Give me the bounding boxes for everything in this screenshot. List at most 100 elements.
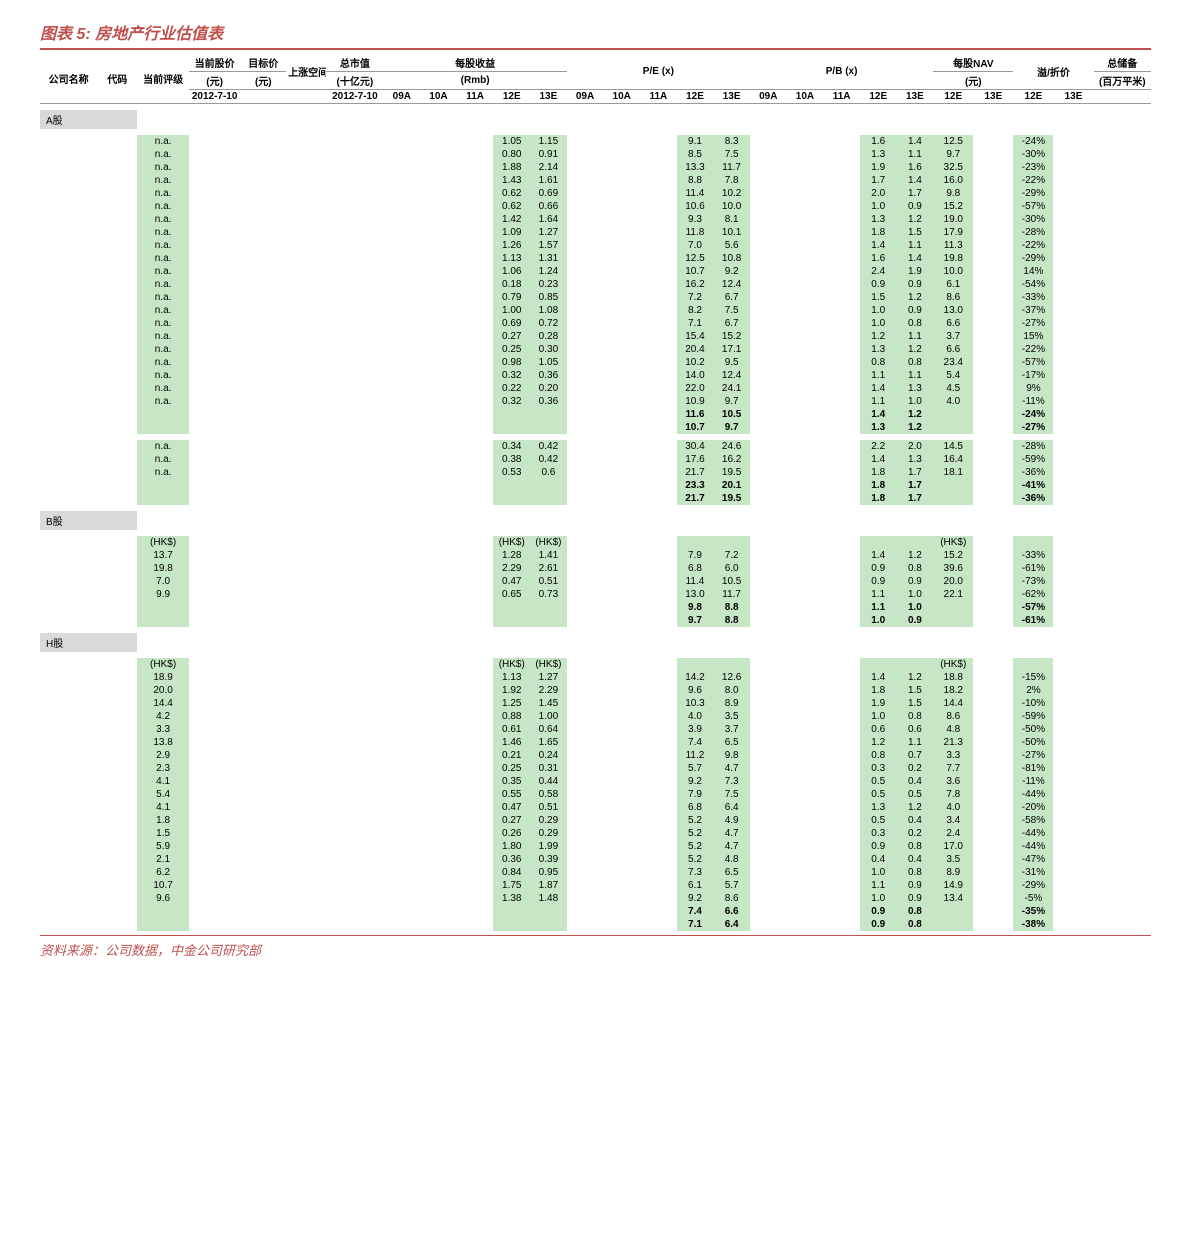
cell [240, 814, 286, 827]
cell [1053, 492, 1093, 505]
cell [286, 239, 326, 252]
cell: 0.3 [860, 762, 897, 775]
cell [97, 408, 137, 421]
cell [286, 749, 326, 762]
cell: 6.8 [677, 562, 714, 575]
cell: 7.3 [677, 866, 714, 879]
cell [750, 866, 787, 879]
cell [603, 265, 640, 278]
cell [384, 317, 421, 330]
cell [1094, 479, 1151, 492]
cell [823, 762, 860, 775]
cell [1053, 549, 1093, 562]
cell [384, 814, 421, 827]
table-row: n.a.1.131.3112.510.81.61.419.8-29% [40, 252, 1151, 265]
cell [40, 213, 97, 226]
cell [189, 658, 241, 671]
table-row: 7.00.470.5111.410.50.90.920.0-73% [40, 575, 1151, 588]
cell [530, 421, 567, 434]
cell: 14.5 [933, 440, 973, 453]
cell [137, 479, 189, 492]
cell [750, 671, 787, 684]
h-09a: 09A [384, 90, 421, 104]
cell: 2.4 [933, 827, 973, 840]
cell [189, 762, 241, 775]
cell: 4.0 [677, 710, 714, 723]
cell [567, 421, 604, 434]
table-row: 1.50.260.295.24.70.30.22.4-44% [40, 827, 1151, 840]
cell [457, 710, 494, 723]
cell [973, 479, 1013, 492]
cell [40, 736, 97, 749]
cell [240, 187, 286, 200]
cell: 10.0 [933, 265, 973, 278]
cell [1053, 187, 1093, 200]
cell [973, 762, 1013, 775]
cell [787, 395, 824, 408]
cell [97, 187, 137, 200]
cell: 7.1 [677, 317, 714, 330]
h-11a: 11A [457, 90, 494, 104]
cell [640, 684, 677, 697]
cell [420, 549, 457, 562]
cell [1013, 658, 1053, 671]
cell: 6.1 [933, 278, 973, 291]
cell [240, 549, 286, 562]
cell [823, 148, 860, 161]
table-row: 11.610.51.41.2-24% [40, 408, 1151, 421]
cell: 0.88 [493, 710, 530, 723]
cell [750, 749, 787, 762]
cell: -44% [1013, 827, 1053, 840]
cell [640, 421, 677, 434]
cell [40, 492, 97, 505]
cell [97, 801, 137, 814]
cell [787, 697, 824, 710]
cell [1053, 588, 1093, 601]
cell [640, 369, 677, 382]
cell [189, 549, 241, 562]
cell [750, 382, 787, 395]
cell [420, 135, 457, 148]
cell [326, 161, 383, 174]
table-row: 18.91.131.2714.212.61.41.218.8-15% [40, 671, 1151, 684]
cell [326, 827, 383, 840]
cell [420, 356, 457, 369]
cell [933, 408, 973, 421]
cell [384, 226, 421, 239]
h-pe: P/E (x) [567, 54, 750, 90]
cell [1094, 918, 1151, 931]
cell: 0.2 [897, 827, 934, 840]
cell [40, 814, 97, 827]
cell [1094, 239, 1151, 252]
cell [1094, 174, 1151, 187]
cell [240, 135, 286, 148]
cell [457, 562, 494, 575]
cell [457, 453, 494, 466]
table-row: 2.30.250.315.74.70.30.27.7-81% [40, 762, 1151, 775]
cell [420, 814, 457, 827]
cell [1094, 356, 1151, 369]
cell: -38% [1013, 918, 1053, 931]
cell [40, 369, 97, 382]
cell [750, 814, 787, 827]
cell [640, 866, 677, 879]
cell [420, 265, 457, 278]
cell [493, 614, 530, 627]
cell [1094, 135, 1151, 148]
cell [286, 801, 326, 814]
cell [326, 762, 383, 775]
cell: 8.8 [713, 614, 750, 627]
cell [1053, 440, 1093, 453]
cell [240, 265, 286, 278]
cell: 0.47 [493, 575, 530, 588]
cell: 4.8 [933, 723, 973, 736]
cell [973, 840, 1013, 853]
cell: 0.9 [860, 562, 897, 575]
table-body: A股n.a.1.051.159.18.31.61.412.5-24%n.a.0.… [40, 104, 1151, 931]
cell [973, 827, 1013, 840]
cell [1013, 536, 1053, 549]
cell: 6.2 [137, 866, 189, 879]
cell [457, 278, 494, 291]
cell [1094, 536, 1151, 549]
cell: 17.0 [933, 840, 973, 853]
